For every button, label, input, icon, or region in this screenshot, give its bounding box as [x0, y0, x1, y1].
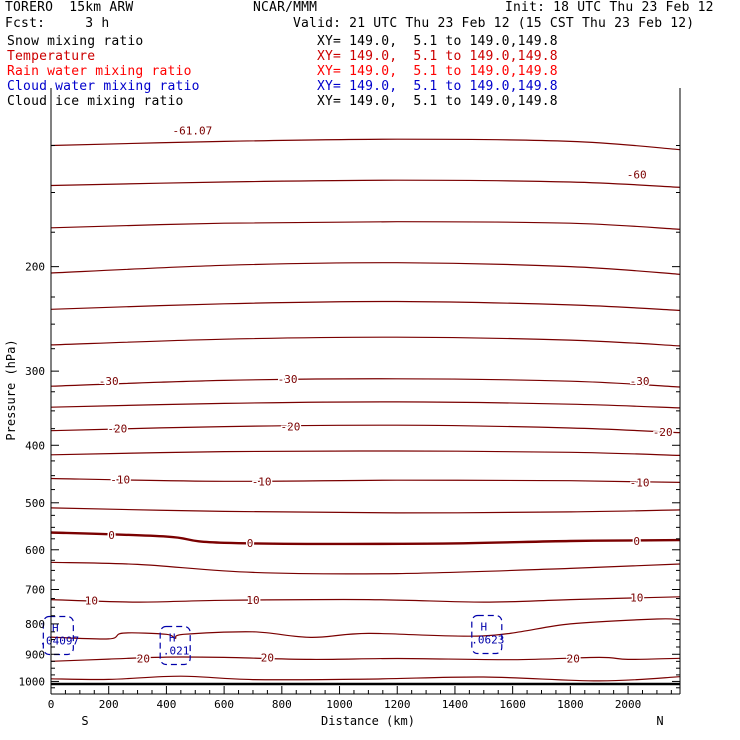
cloud-water-contour — [471, 614, 503, 655]
x-tick-label: 600 — [214, 698, 234, 711]
x-tick-label: 1000 — [326, 698, 353, 711]
y-tick-label: 1000 — [19, 675, 46, 688]
temperature-contour-label: -20 — [653, 426, 673, 439]
temperature-contour-label: 20 — [137, 653, 150, 666]
field-snow-name: Snow mixing ratio — [7, 34, 144, 49]
y-tick-label: 700 — [25, 584, 45, 597]
field-snow-xy: XY= 149.0, 5.1 to 149.0,149.8 — [317, 34, 558, 49]
temperature-contour-label: -10 — [252, 475, 272, 488]
init-time: Init: 18 UTC Thu 23 Feb 12 — [505, 0, 714, 15]
temperature-contour-label: 10 — [246, 594, 259, 607]
temperature-contour-line — [50, 477, 681, 483]
temperature-contour-line — [50, 656, 681, 662]
cloud-water-high-value: .04097 — [39, 634, 79, 647]
temperature-contour-label: -61.07 — [173, 125, 213, 138]
y-tick-label: 400 — [25, 439, 45, 452]
field-rain-name: Rain water mixing ratio — [7, 64, 192, 79]
x-tick-label: 1200 — [384, 698, 411, 711]
temperature-contour-line — [50, 336, 681, 347]
temperature-contour-line — [50, 561, 681, 575]
y-tick-label: 800 — [25, 618, 45, 631]
temperature-contour-line — [50, 675, 681, 682]
x-tick-label: 400 — [156, 698, 176, 711]
y-tick-label: 600 — [25, 544, 45, 557]
temperature-contour-label: 20 — [567, 652, 580, 665]
field-temperature-xy: XY= 149.0, 5.1 to 149.0,149.8 — [317, 49, 558, 64]
y-tick-label: 300 — [25, 365, 45, 378]
y-tick-label: 500 — [25, 497, 45, 510]
temperature-contour-line — [50, 300, 681, 311]
temperature-contours — [50, 138, 681, 682]
temperature-contour-label: -10 — [110, 474, 130, 487]
temperature-contour-label: -10 — [630, 476, 650, 489]
temperature-contour-label: -30 — [99, 375, 119, 388]
field-cloud-water-name: Cloud water mixing ratio — [7, 79, 200, 94]
model-title: TORERO 15km ARW — [5, 0, 134, 15]
temperature-contour-line — [50, 507, 681, 514]
x-tick-label: 800 — [272, 698, 292, 711]
y-tick-label: 900 — [25, 648, 45, 661]
temperature-contour-line — [50, 179, 681, 188]
x-axis-right-end-label: N — [656, 714, 663, 728]
x-axis-left-end-label: S — [81, 714, 88, 728]
temperature-contour-label: -30 — [278, 373, 298, 386]
x-tick-label: 0 — [48, 698, 55, 711]
x-axis-title: Distance (km) — [321, 714, 415, 728]
temperature-contour-line — [50, 138, 681, 151]
cloud-water-high-marker: H — [52, 621, 59, 634]
cloud-water-contour — [159, 625, 191, 666]
forecast-hour: Fcst: 3 h — [5, 16, 110, 31]
x-tick-label: 1600 — [499, 698, 526, 711]
x-tick-label: 1400 — [442, 698, 469, 711]
temperature-contour-line — [50, 221, 681, 230]
temperature-contour-label: -60 — [627, 169, 647, 182]
y-axis-title: Pressure (hPa) — [4, 339, 18, 440]
field-cloud-water-xy: XY= 149.0, 5.1 to 149.0,149.8 — [317, 79, 558, 94]
temperature-contour-labels: -61.07 -60 -30 -30 -30 -20 -20 -20 -10 -10 -10 0 0 0 1… — [83, 123, 674, 667]
temperature-contour-line — [50, 401, 681, 409]
x-tick-label: 1800 — [557, 698, 584, 711]
cloud-water-high-marker: H — [480, 621, 487, 634]
temperature-contour-line — [50, 596, 681, 603]
temperature-contour-line — [50, 450, 681, 456]
cloud-water-high-value: .0623 — [471, 634, 504, 647]
temperature-contour-label: -30 — [630, 375, 650, 388]
field-rain-xy: XY= 149.0, 5.1 to 149.0,149.8 — [317, 64, 558, 79]
cloud-water-high-value: .021 — [163, 644, 190, 657]
y-tick-label: 200 — [25, 261, 45, 274]
valid-time: Valid: 21 UTC Thu 23 Feb 12 (15 CST Thu … — [293, 16, 695, 31]
field-temperature-name: Temperature — [7, 49, 96, 64]
temperature-contour-line — [50, 262, 681, 275]
temperature-contour-label: -20 — [281, 421, 301, 434]
x-tick-label: 200 — [99, 698, 119, 711]
temperature-contour-label: 10 — [630, 591, 643, 604]
temperature-contour-label: 0 — [633, 535, 640, 548]
temperature-contour-line — [50, 378, 681, 388]
field-cloud-ice-name: Cloud ice mixing ratio — [7, 94, 184, 109]
temperature-contour-line — [50, 618, 681, 640]
temperature-contour-label: 10 — [85, 594, 98, 607]
x-tick-label: 2000 — [615, 698, 642, 711]
field-cloud-ice-xy: XY= 149.0, 5.1 to 149.0,149.8 — [317, 94, 558, 109]
temperature-contour-line — [50, 531, 681, 546]
temperature-contour-label: 0 — [108, 529, 115, 542]
temperature-contour-label: 0 — [247, 537, 254, 550]
temperature-contour-line — [50, 424, 681, 434]
temperature-contour-label: 20 — [261, 651, 274, 664]
cloud-water-high-marker: H — [169, 631, 176, 644]
temperature-contour-label: -20 — [107, 423, 127, 436]
center-label: NCAR/MMM — [253, 0, 318, 15]
